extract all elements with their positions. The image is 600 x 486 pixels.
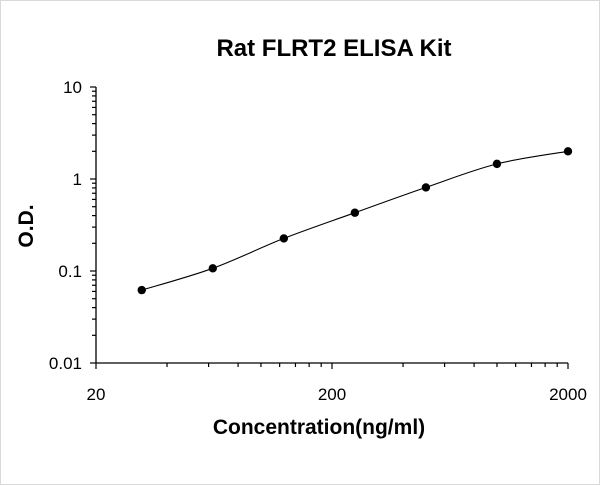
data-point xyxy=(279,234,289,243)
y-tick-label: 0.01 xyxy=(49,354,82,373)
data-point xyxy=(137,285,146,295)
tick-labels: 10 1 0.1 0.01 20 200 2000 xyxy=(49,78,587,404)
fit-curve xyxy=(141,150,569,291)
y-tick-label: 1 xyxy=(73,170,82,189)
data-point xyxy=(208,264,217,273)
chart-title: Rat FLRT2 ELISA Kit xyxy=(216,35,451,62)
y-axis-label: O.D. xyxy=(15,204,38,247)
data-point xyxy=(350,208,360,217)
y-tick-label: 10 xyxy=(63,78,82,97)
data-point xyxy=(563,147,573,156)
data-point xyxy=(492,159,502,169)
data-point xyxy=(421,183,431,192)
axis-ticks xyxy=(90,86,569,369)
x-tick-label: 20 xyxy=(87,385,106,404)
x-tick-label: 2000 xyxy=(549,385,587,404)
y-tick-label: 0.1 xyxy=(58,262,82,281)
x-axis-label: Concentration(ng/ml) xyxy=(213,416,425,439)
x-tick-label: 200 xyxy=(318,385,346,404)
data-points xyxy=(137,147,573,295)
